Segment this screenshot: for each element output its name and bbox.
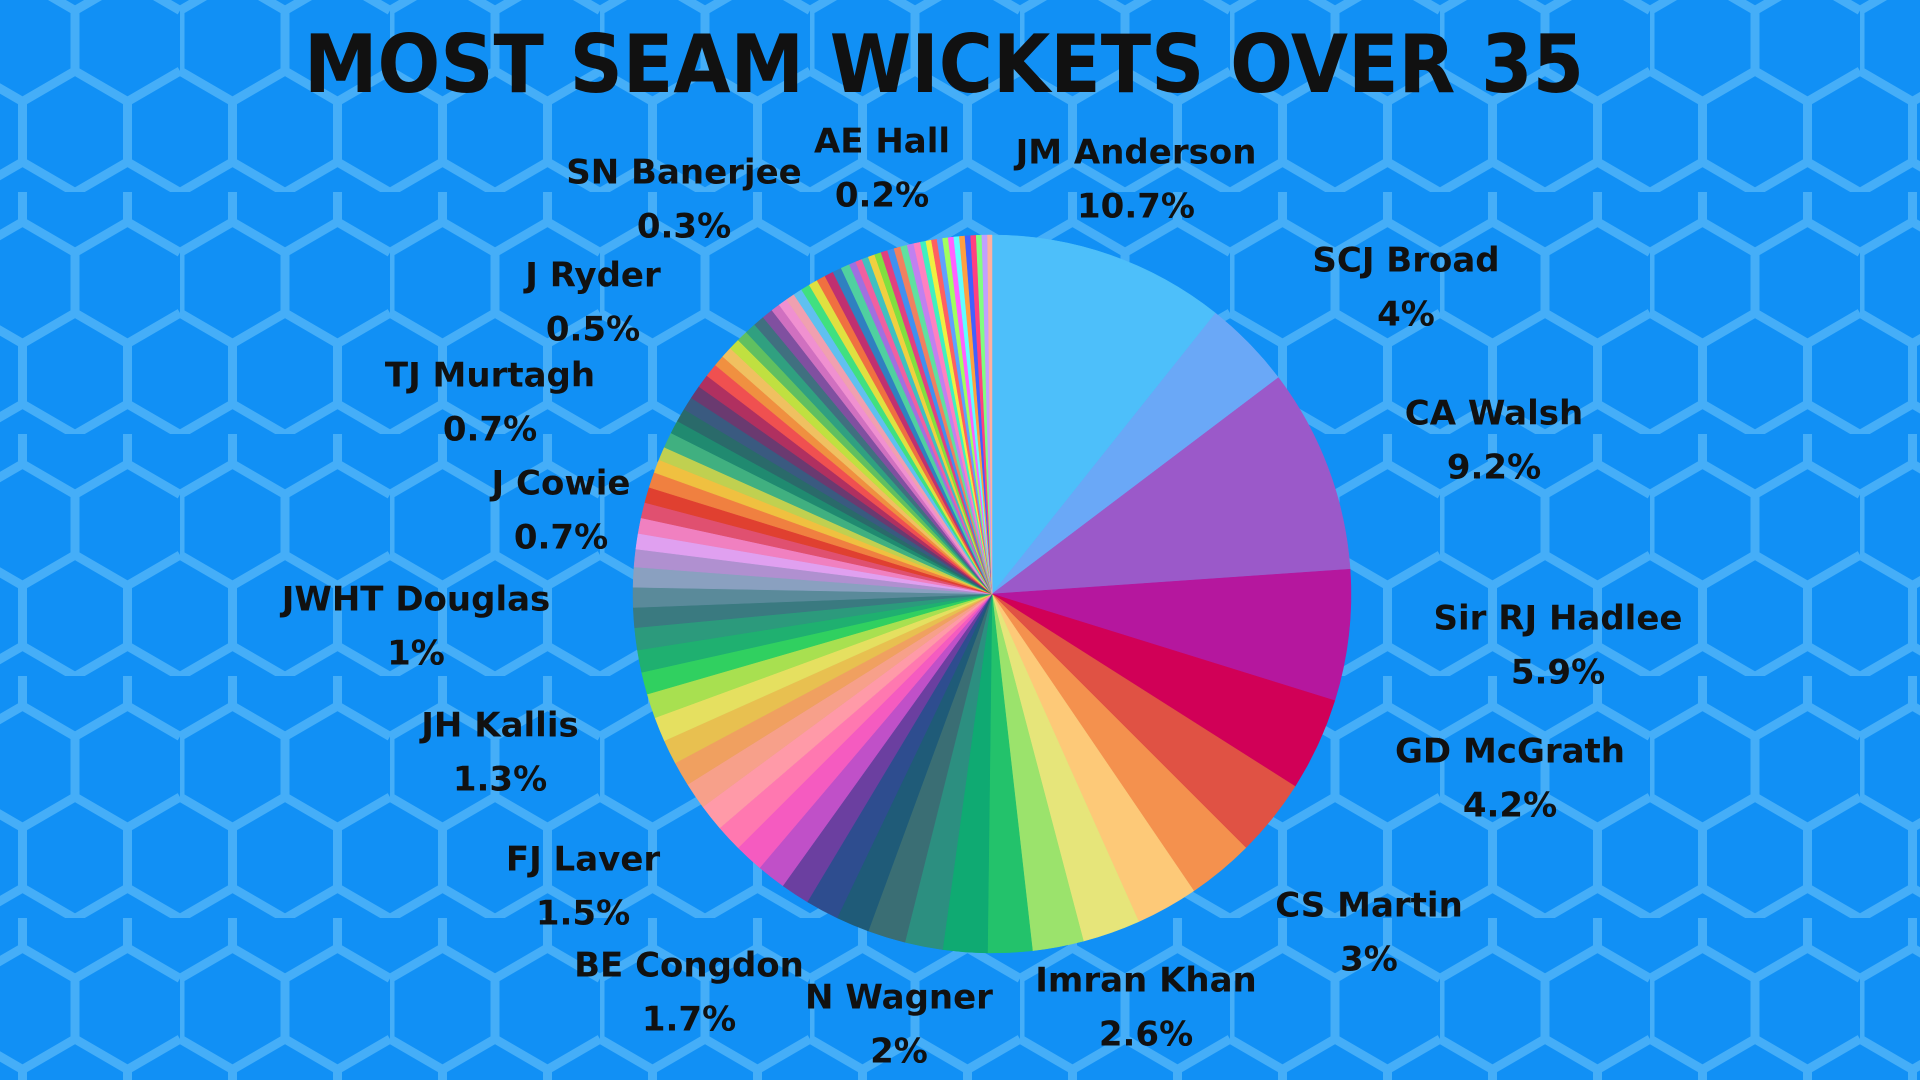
slice-value-label: 1.7% bbox=[642, 1000, 736, 1040]
slice-value-label: 0.2% bbox=[835, 176, 929, 216]
pie-slice bbox=[991, 568, 1352, 701]
pie-slice bbox=[987, 234, 993, 595]
slice-value-label: 0.7% bbox=[443, 410, 537, 450]
slice-value-label: 3% bbox=[1340, 940, 1398, 980]
slice-value-label: 0.7% bbox=[514, 518, 608, 558]
slice-label: CA Walsh bbox=[1405, 394, 1583, 434]
slice-label: J Cowie bbox=[490, 464, 631, 504]
slice-label: TJ Murtagh bbox=[385, 356, 595, 396]
slice-label: FJ Laver bbox=[506, 840, 661, 880]
slice-label: JH Kallis bbox=[419, 706, 578, 746]
slice-label: N Wagner bbox=[805, 978, 993, 1018]
slice-value-label: 2.6% bbox=[1099, 1015, 1193, 1055]
slice-label: J Ryder bbox=[523, 256, 661, 296]
chart-title: MOST SEAM WICKETS OVER 35 bbox=[304, 18, 1584, 111]
slice-value-label: 10.7% bbox=[1077, 187, 1195, 227]
slice-label: AE Hall bbox=[814, 122, 950, 162]
slice-label: Imran Khan bbox=[1035, 961, 1257, 1001]
pie bbox=[632, 234, 1352, 954]
pie-slice bbox=[991, 234, 1216, 595]
slice-value-label: 9.2% bbox=[1447, 448, 1541, 488]
slice-label: Sir RJ Hadlee bbox=[1434, 599, 1683, 639]
slice-label: JM Anderson bbox=[1014, 133, 1257, 173]
slice-label: JWHT Douglas bbox=[280, 580, 551, 620]
slice-value-label: 4.2% bbox=[1463, 786, 1557, 826]
slice-label: CS Martin bbox=[1275, 886, 1463, 926]
slice-value-label: 0.5% bbox=[546, 310, 640, 350]
slice-value-label: 0.3% bbox=[637, 207, 731, 247]
slice-value-label: 1% bbox=[387, 634, 445, 674]
slice-label: SCJ Broad bbox=[1312, 241, 1499, 281]
slice-label: SN Banerjee bbox=[566, 153, 801, 193]
slice-label: BE Congdon bbox=[574, 946, 804, 986]
slice-value-label: 4% bbox=[1377, 295, 1435, 335]
labels: JM Anderson 10.7% SCJ Broad 4% CA Walsh 9.2% S… bbox=[280, 122, 1683, 1072]
slice-value-label: 2% bbox=[870, 1032, 928, 1072]
slice-value-label: 1.5% bbox=[536, 894, 630, 934]
slice-value-label: 1.3% bbox=[453, 760, 547, 800]
pie-slice bbox=[991, 377, 1351, 595]
slice-value-label: 5.9% bbox=[1511, 653, 1605, 693]
slice-label: GD McGrath bbox=[1395, 732, 1625, 772]
